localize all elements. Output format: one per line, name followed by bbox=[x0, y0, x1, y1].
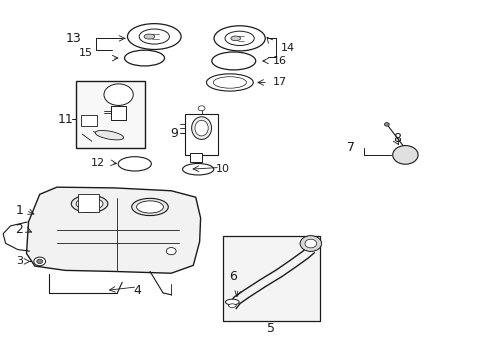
Ellipse shape bbox=[139, 29, 169, 44]
Ellipse shape bbox=[127, 24, 181, 49]
Text: 16: 16 bbox=[272, 56, 286, 66]
Ellipse shape bbox=[76, 198, 103, 210]
Ellipse shape bbox=[228, 304, 236, 307]
Ellipse shape bbox=[136, 201, 163, 213]
Ellipse shape bbox=[214, 26, 264, 51]
Ellipse shape bbox=[195, 120, 208, 136]
Bar bbox=[184, 114, 218, 155]
Text: 15: 15 bbox=[79, 48, 93, 58]
Text: 2: 2 bbox=[15, 223, 23, 236]
Text: 9: 9 bbox=[169, 127, 177, 140]
Circle shape bbox=[104, 84, 133, 105]
Ellipse shape bbox=[144, 34, 155, 39]
Text: 8: 8 bbox=[392, 132, 400, 145]
Text: 1: 1 bbox=[15, 204, 23, 217]
Ellipse shape bbox=[124, 50, 164, 66]
Ellipse shape bbox=[225, 299, 239, 305]
Bar bbox=[78, 194, 99, 212]
Ellipse shape bbox=[95, 130, 123, 140]
Ellipse shape bbox=[191, 117, 211, 139]
Text: 4: 4 bbox=[133, 284, 141, 297]
Text: 3: 3 bbox=[16, 256, 22, 266]
Bar bbox=[222, 236, 320, 320]
Text: 7: 7 bbox=[346, 141, 354, 154]
Bar bbox=[111, 105, 125, 120]
Ellipse shape bbox=[211, 52, 255, 70]
Circle shape bbox=[384, 123, 388, 126]
Ellipse shape bbox=[118, 157, 151, 171]
Text: 17: 17 bbox=[272, 77, 286, 87]
Circle shape bbox=[34, 257, 45, 266]
Text: 11: 11 bbox=[57, 113, 73, 126]
Ellipse shape bbox=[224, 31, 254, 45]
Ellipse shape bbox=[182, 163, 213, 175]
Polygon shape bbox=[26, 187, 200, 273]
Text: 6: 6 bbox=[229, 270, 237, 283]
Text: 14: 14 bbox=[281, 43, 295, 53]
Ellipse shape bbox=[213, 77, 246, 88]
Bar bbox=[81, 115, 97, 126]
Circle shape bbox=[392, 145, 417, 164]
Circle shape bbox=[166, 248, 176, 255]
Text: 13: 13 bbox=[66, 32, 81, 45]
Text: 12: 12 bbox=[91, 158, 105, 168]
Bar bbox=[76, 81, 144, 148]
Ellipse shape bbox=[131, 198, 168, 216]
Bar bbox=[189, 153, 202, 162]
Ellipse shape bbox=[71, 195, 108, 212]
Circle shape bbox=[198, 106, 204, 111]
Circle shape bbox=[300, 236, 321, 251]
Text: 5: 5 bbox=[267, 322, 275, 335]
Circle shape bbox=[37, 259, 42, 264]
Ellipse shape bbox=[230, 36, 240, 41]
Ellipse shape bbox=[206, 74, 253, 91]
Text: 10: 10 bbox=[215, 163, 229, 174]
Circle shape bbox=[305, 239, 316, 248]
